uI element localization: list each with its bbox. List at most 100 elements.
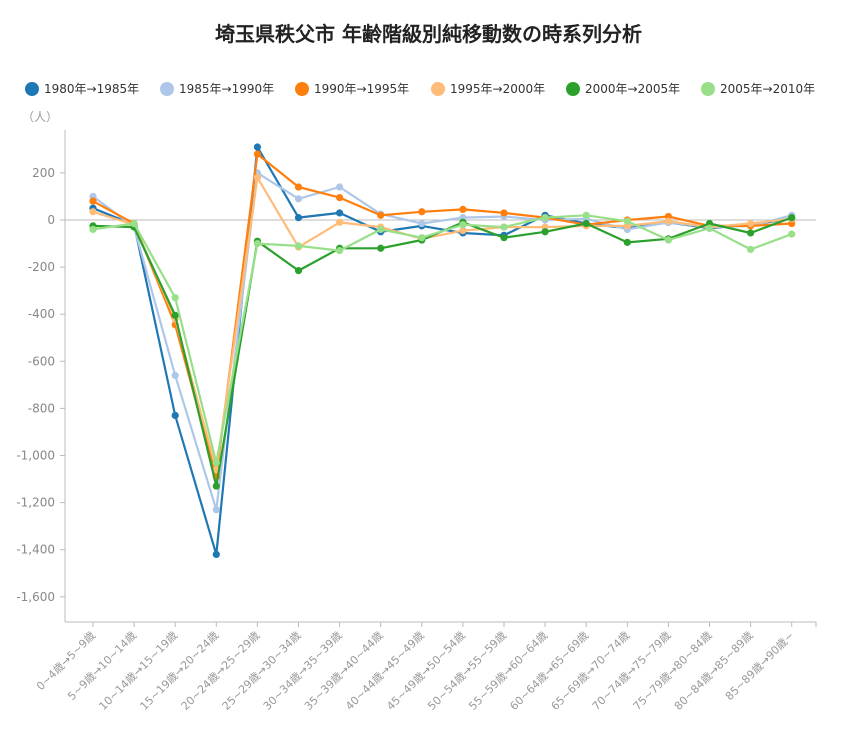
data-point	[130, 219, 138, 228]
data-point	[459, 205, 467, 214]
data-point	[212, 458, 220, 467]
x-tick-label: 80~84歳→85~89歳	[672, 629, 756, 713]
data-point	[747, 219, 755, 228]
x-tick-label: 5~9歳→10~14歳	[65, 629, 139, 703]
x-tick-label: 15~19歳→20~24歳	[138, 629, 222, 713]
y-tick-label: -1,200	[16, 496, 55, 510]
data-point	[500, 209, 508, 217]
y-tick-label: -600	[28, 354, 55, 368]
data-point	[541, 214, 549, 222]
y-tick-label: -400	[28, 307, 55, 321]
data-point	[418, 219, 426, 228]
legend-swatch	[431, 81, 445, 96]
legend-label: 1990年→1995年	[314, 82, 410, 96]
data-point	[294, 242, 303, 250]
data-point	[500, 234, 508, 242]
data-point	[253, 174, 261, 182]
data-point	[582, 219, 590, 228]
data-point	[336, 194, 344, 202]
data-point	[171, 371, 179, 380]
x-tick-label: 85~89歳→90歳~	[723, 629, 797, 703]
x-tick-label: 70~74歳→75~79歳	[590, 629, 674, 713]
y-tick-label: -200	[28, 260, 55, 274]
data-point	[294, 267, 303, 275]
legend-swatch	[566, 81, 580, 96]
legend-label: 2005年→2010年	[720, 82, 816, 96]
data-point	[294, 183, 303, 191]
series-line-3	[92, 153, 792, 478]
data-point	[541, 228, 549, 236]
x-tick-label: 60~64歳→65~69歳	[507, 629, 591, 713]
legend-item[interactable]: 1980年→1985年	[25, 80, 139, 97]
data-point	[336, 209, 344, 217]
data-point	[623, 217, 631, 225]
legend-item[interactable]: 1995年→2000年	[431, 80, 545, 97]
legend-swatch	[701, 81, 715, 96]
x-tick-label: 10~14歳→15~19歳	[96, 629, 180, 713]
x-tick-label: 45~49歳→50~54歳	[384, 629, 468, 713]
data-point	[253, 150, 261, 158]
x-tick-label: 50~54歳→55~59歳	[425, 629, 509, 713]
data-point	[336, 183, 344, 191]
legend-item[interactable]: 2005年→2010年	[701, 80, 815, 97]
data-point	[212, 550, 220, 559]
data-point	[664, 217, 673, 225]
legend-swatch	[25, 81, 39, 96]
x-tick-label: 65~69歳→70~74歳	[549, 629, 633, 713]
data-point	[418, 208, 426, 216]
x-tick-label: 25~29歳→30~34歳	[220, 629, 304, 713]
y-axis-unit-label: （人）	[22, 110, 58, 124]
data-point	[253, 143, 261, 151]
series-line-4	[92, 176, 792, 471]
legend-label: 1985年→1990年	[179, 82, 275, 96]
data-point	[89, 197, 97, 205]
data-point	[171, 294, 179, 302]
data-point	[171, 411, 179, 420]
legend-label: 2000年→2005年	[585, 82, 681, 96]
y-tick-label: 0	[47, 213, 55, 227]
series-line-6	[92, 214, 793, 464]
data-point	[418, 234, 426, 242]
data-point	[212, 506, 220, 514]
x-tick-label: 40~44歳→45~49歳	[343, 629, 427, 713]
x-tick-label: 30~34歳→35~39歳	[261, 629, 345, 713]
data-point	[377, 244, 385, 252]
x-tick-label: 55~59歳→60~64歳	[466, 629, 550, 713]
data-point	[89, 225, 97, 234]
data-point	[747, 245, 755, 254]
series-line-1	[92, 145, 792, 556]
data-point	[582, 211, 590, 219]
x-tick-label: 20~24歳→25~29歳	[179, 629, 263, 713]
legend-item[interactable]: 1985年→1990年	[160, 80, 274, 97]
data-point	[253, 239, 261, 248]
y-tick-label: -1,600	[16, 590, 55, 604]
y-tick-label: -800	[28, 401, 55, 415]
data-point	[500, 223, 508, 231]
legend-label: 1980年→1985年	[44, 82, 140, 96]
data-point	[171, 311, 179, 319]
data-point	[377, 225, 385, 234]
legend-label: 1995年→2000年	[450, 82, 546, 96]
y-tick-label: -1,000	[16, 449, 55, 463]
x-tick-label: 35~39歳→40~44歳	[302, 629, 386, 713]
legend-item[interactable]: 2000年→2005年	[566, 80, 680, 97]
data-point	[788, 214, 796, 222]
x-tick-label: 75~79歳→80~84歳	[631, 629, 715, 713]
legend-swatch	[295, 81, 309, 96]
legend-item[interactable]: 1990年→1995年	[295, 80, 409, 97]
data-point	[336, 218, 344, 226]
chart-title: 埼玉県秩父市 年齢階級別純移動数の時系列分析	[215, 22, 642, 46]
data-point	[459, 221, 467, 229]
data-point	[294, 214, 303, 222]
data-point	[336, 247, 344, 255]
data-point	[294, 195, 303, 203]
data-point	[623, 238, 631, 246]
data-point	[212, 482, 220, 490]
data-point	[377, 211, 385, 219]
y-tick-label: 200	[32, 166, 55, 180]
data-point	[705, 224, 714, 232]
data-point	[89, 208, 97, 216]
data-point	[788, 230, 796, 238]
